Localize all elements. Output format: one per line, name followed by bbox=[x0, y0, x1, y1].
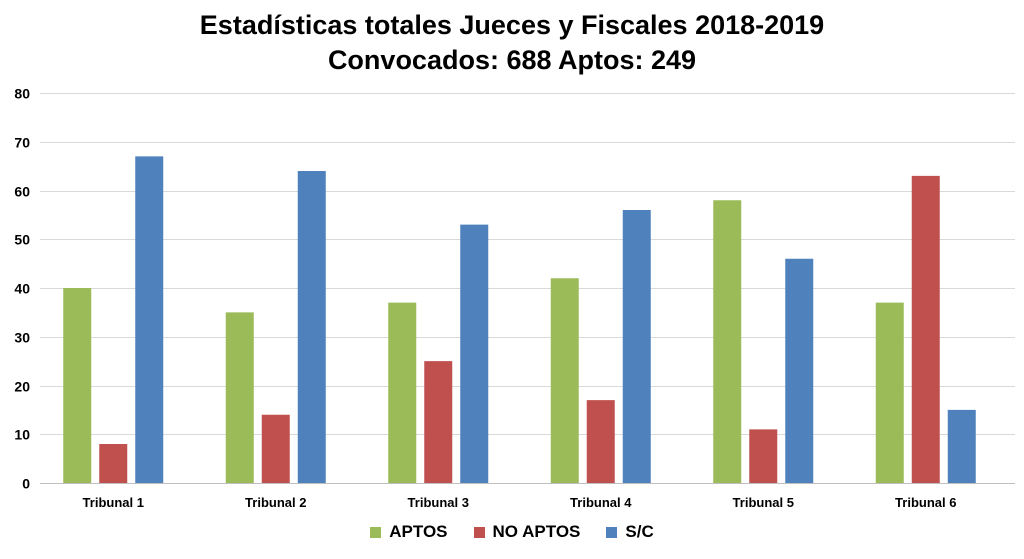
bar-aptos-1 bbox=[63, 288, 92, 483]
x-tick-label: Tribunal 6 bbox=[895, 495, 956, 510]
y-tick-label: 30 bbox=[14, 330, 30, 346]
chart-title: Estadísticas totales Jueces y Fiscales 2… bbox=[199, 10, 825, 40]
x-tick-label: Tribunal 4 bbox=[570, 495, 632, 510]
chart-legend: APTOS NO APTOS S/C bbox=[0, 522, 1024, 542]
x-tick-label: Tribunal 5 bbox=[733, 495, 794, 510]
bar-no-aptos-3 bbox=[424, 361, 453, 483]
x-tick-label: Tribunal 3 bbox=[408, 495, 469, 510]
legend-label-sc: S/C bbox=[625, 522, 654, 541]
chart-subtitle: Convocados: 688 Aptos: 249 bbox=[327, 45, 697, 75]
legend-swatch-no-aptos bbox=[473, 526, 485, 538]
x-tick-label: Tribunal 2 bbox=[245, 495, 306, 510]
bar-no-aptos-6 bbox=[911, 175, 940, 483]
bar-no-aptos-5 bbox=[749, 429, 778, 483]
y-tick-label: 20 bbox=[14, 379, 30, 395]
bar-s-c-3 bbox=[460, 224, 489, 483]
bar-no-aptos-2 bbox=[261, 414, 290, 483]
legend-item-aptos: APTOS bbox=[370, 522, 448, 542]
y-tick-label: 10 bbox=[14, 427, 30, 443]
y-tick-label: 80 bbox=[14, 86, 30, 102]
legend-swatch-aptos bbox=[370, 526, 382, 538]
bar-no-aptos-1 bbox=[99, 444, 128, 483]
bar-aptos-6 bbox=[875, 302, 904, 483]
bar-s-c-6 bbox=[947, 409, 976, 483]
bar-aptos-2 bbox=[225, 312, 254, 483]
legend-swatch-sc bbox=[606, 526, 618, 538]
bar-aptos-3 bbox=[388, 302, 417, 483]
bar-aptos-4 bbox=[550, 278, 579, 483]
legend-item-sc: S/C bbox=[606, 522, 654, 542]
y-tick-label: 70 bbox=[14, 135, 30, 151]
bar-s-c-4 bbox=[622, 210, 651, 483]
y-tick-label: 40 bbox=[14, 281, 30, 297]
y-tick-label: 0 bbox=[22, 476, 30, 492]
legend-label-no-aptos: NO APTOS bbox=[492, 522, 581, 541]
bar-s-c-2 bbox=[297, 171, 326, 483]
bar-no-aptos-4 bbox=[586, 400, 615, 483]
bar-s-c-1 bbox=[135, 156, 164, 483]
y-tick-label: 60 bbox=[14, 184, 30, 200]
bar-s-c-5 bbox=[785, 258, 814, 483]
y-tick-label: 50 bbox=[14, 232, 30, 248]
bar-aptos-5 bbox=[713, 200, 742, 483]
x-tick-label: Tribunal 1 bbox=[83, 495, 144, 510]
legend-item-no-aptos: NO APTOS bbox=[473, 522, 581, 542]
legend-label-aptos: APTOS bbox=[389, 522, 448, 541]
